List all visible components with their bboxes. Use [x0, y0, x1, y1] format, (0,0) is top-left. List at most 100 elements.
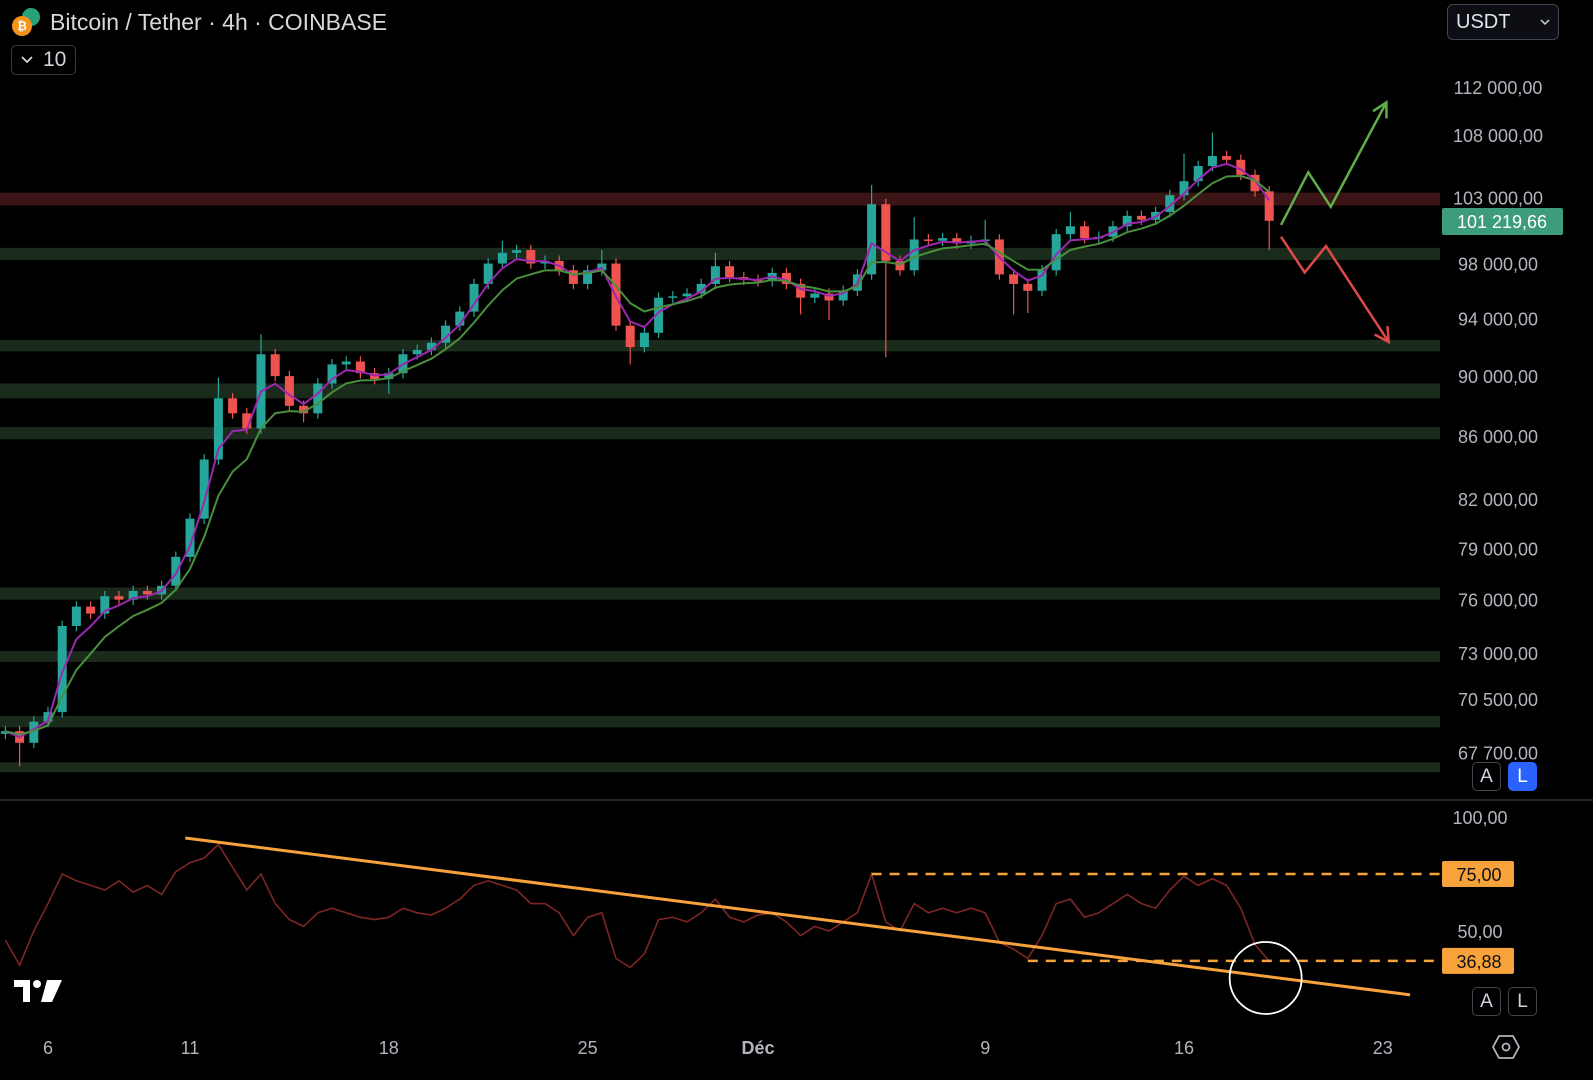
candle-down — [86, 606, 96, 614]
time-tick-label: Déc — [741, 1038, 774, 1058]
zone-support — [0, 587, 1440, 600]
candle-up — [455, 311, 465, 326]
candle-up — [583, 270, 593, 284]
moving-averages — [5, 162, 1271, 739]
candle-down — [568, 270, 578, 284]
candle-down — [781, 273, 791, 284]
candle-up — [1193, 166, 1203, 182]
price-tick-label: 79 000,00 — [1458, 539, 1538, 559]
candle-down — [625, 325, 635, 348]
time-tick-label: 25 — [578, 1038, 598, 1058]
time-tick-label: 23 — [1373, 1038, 1393, 1058]
price-axis[interactable]: 112 000,00 108 000,00 103 000,00 98 000,00 9… — [1453, 78, 1543, 764]
indicators-collapse-button[interactable]: 10 — [11, 45, 77, 75]
last-price-label: 101 219,66 — [1442, 208, 1563, 235]
candle-up — [29, 721, 39, 743]
candle-up — [1051, 234, 1061, 271]
tradingview-logo-icon[interactable] — [14, 978, 64, 1004]
candle-up — [639, 332, 649, 348]
ema-slow-line — [5, 174, 1270, 736]
price-tick-label: 98 000,00 — [1458, 255, 1538, 275]
symbol-title-text: Bitcoin / Tether · 4h · COINBASE — [50, 8, 388, 35]
candle-down — [299, 405, 309, 414]
candle-up — [426, 342, 436, 350]
candle-up — [597, 263, 607, 271]
price-tick-label: 94 000,00 — [1458, 310, 1538, 330]
price-log-scale-button[interactable]: L — [1508, 762, 1537, 791]
candle-up — [469, 283, 479, 312]
candle-up — [1165, 195, 1175, 212]
rsi-tick-label: 50,00 — [1457, 922, 1502, 942]
time-tick-label: 11 — [181, 1038, 200, 1058]
time-tick-label: 18 — [379, 1038, 399, 1058]
rsi-auto-scale-button[interactable]: A — [1472, 987, 1501, 1016]
symbol-title[interactable]: ₿ Bitcoin / Tether · 4h · COINBASE — [12, 8, 387, 36]
currency-value: USDT — [1456, 10, 1511, 33]
rsi-level-badge — [1442, 861, 1514, 887]
candle-down — [881, 204, 891, 261]
candle-down — [796, 283, 806, 298]
price-tick-label: 112 000,00 — [1454, 78, 1543, 98]
candle-down — [923, 239, 933, 241]
candle-up — [810, 293, 820, 298]
rsi-trendline — [185, 836, 1411, 997]
candles — [0, 132, 1274, 767]
zone-support — [0, 383, 1440, 399]
candle-up — [1179, 181, 1189, 196]
time-tick-label: 6 — [43, 1038, 53, 1058]
candle-down — [284, 376, 294, 406]
candle-up — [1037, 270, 1047, 291]
rsi-axis[interactable]: 75,00 36,88 100,00 50,00 — [1442, 808, 1514, 974]
zone-support — [0, 339, 1440, 352]
candle-up — [497, 252, 507, 264]
time-tick-label: 9 — [980, 1038, 990, 1058]
candle-up — [313, 383, 323, 414]
candle-down — [895, 260, 905, 271]
candle-up — [213, 398, 223, 460]
candle-up — [654, 297, 664, 333]
candle-up — [100, 596, 110, 614]
price-auto-scale-button[interactable]: A — [1472, 762, 1501, 791]
candle-up — [71, 606, 81, 626]
candle-up — [909, 239, 919, 271]
time-axis[interactable]: 6 11 18 25 Déc 9 16 23 — [43, 1038, 1393, 1058]
candle-up — [57, 625, 67, 713]
candle-up — [43, 712, 53, 722]
projection-arrow-down — [1279, 236, 1390, 343]
bitcoin-icon: ₿ — [12, 8, 42, 36]
candle-up — [384, 373, 394, 380]
candle-up — [412, 349, 422, 355]
candle-up — [171, 556, 181, 586]
zone-support — [0, 762, 1440, 773]
rsi-log-scale-button[interactable]: L — [1508, 987, 1537, 1016]
rsi-level-badge — [1442, 947, 1514, 974]
price-tick-label: 70 500,00 — [1458, 690, 1538, 710]
price-tick-label: 90 000,00 — [1458, 367, 1538, 387]
ema-fast-line — [5, 162, 1271, 739]
price-zones — [0, 192, 1440, 773]
bitcoin-glyph: ₿ — [12, 16, 32, 36]
rsi-line — [4, 843, 1270, 969]
rsi-pane — [4, 836, 1440, 1015]
projection-arrow-up — [1279, 101, 1388, 226]
last-price-value: 101 219,66 — [1457, 212, 1547, 232]
candle-up — [867, 204, 877, 275]
candle-up — [512, 250, 522, 253]
candle-up — [540, 260, 550, 264]
candle-up — [199, 459, 209, 519]
price-tick-label: 67 700,00 — [1458, 744, 1538, 764]
price-tick-label: 76 000,00 — [1458, 591, 1538, 611]
candle-down — [1023, 283, 1033, 291]
price-tick-label: 73 000,00 — [1458, 644, 1538, 664]
settings-icon[interactable] — [1492, 1034, 1520, 1060]
price-tick-label: 82 000,00 — [1458, 490, 1538, 510]
price-tick-label: 103 000,00 — [1453, 189, 1543, 209]
candle-down — [1222, 156, 1232, 160]
currency-select[interactable]: USDT — [1447, 4, 1559, 40]
candle-up — [1122, 215, 1132, 227]
highlight-circle — [1228, 941, 1303, 1015]
candle-up — [341, 361, 351, 365]
candle-down — [1236, 159, 1246, 175]
time-tick-label: 16 — [1174, 1038, 1194, 1058]
